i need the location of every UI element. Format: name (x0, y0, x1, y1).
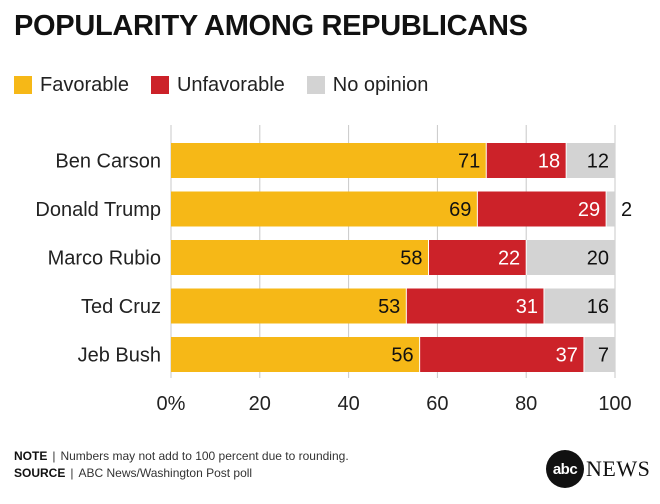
data-label: 37 (556, 345, 578, 367)
data-label: 20 (587, 248, 609, 270)
bar-segment (419, 337, 584, 372)
data-label: 12 (587, 151, 609, 173)
stacked-bar-chart: 0% 20 40 60 80 100 Ben Carson 71 18 12 Donald Trum… (35, 125, 632, 415)
bar-segment (171, 240, 429, 275)
category-label: Marco Rubio (48, 248, 161, 270)
category-label: Jeb Bush (78, 345, 161, 367)
legend-swatch-favorable (14, 76, 32, 94)
legend: Favorable Unfavorable No opinion (14, 72, 450, 98)
bar-segment (406, 288, 544, 324)
bar-segment (171, 191, 478, 227)
category-label: Donald Trump (35, 199, 161, 221)
note-separator: | (52, 449, 56, 463)
bar-segment (566, 143, 615, 178)
x-tick-label: 80 (515, 393, 537, 415)
category-label: Ben Carson (55, 151, 161, 173)
bar-segment (543, 288, 615, 324)
legend-item-no-opinion: No opinion (306, 73, 429, 97)
source-line: SOURCE | ABC News/Washington Post poll (14, 466, 252, 480)
abc-logo-mark: abc (546, 450, 584, 488)
x-tick-label: 20 (249, 393, 271, 415)
category-label: Ted Cruz (81, 296, 161, 318)
bar-segment (428, 240, 527, 275)
data-label: 22 (498, 248, 520, 270)
bar-segment (171, 143, 487, 178)
bar-segment (171, 337, 420, 372)
abc-news-logo: abc NEWS (546, 450, 650, 488)
note-label: NOTE (14, 449, 48, 463)
data-label: 18 (538, 151, 560, 173)
x-tick-label: 40 (337, 393, 359, 415)
data-label: 69 (449, 199, 471, 221)
legend-label-favorable: Favorable (40, 73, 129, 96)
note-line: NOTE | Numbers may not add to 100 percent … (14, 449, 349, 463)
note-text: Numbers may not add to 100 percent due t… (60, 449, 349, 463)
bar-segment (583, 337, 615, 372)
data-label: 16 (587, 296, 609, 318)
x-tick-label: 0% (157, 393, 186, 415)
bar-segment (606, 191, 615, 227)
x-tick-label: 100 (598, 393, 631, 415)
data-label: 31 (516, 296, 538, 318)
bar-segment (477, 191, 607, 227)
bar-segment (486, 143, 567, 178)
bar-segment (526, 240, 615, 275)
logo-news-word: NEWS (586, 456, 651, 481)
legend-swatch-no-opinion (306, 76, 325, 94)
legend-label-unfavorable: Unfavorable (176, 73, 285, 96)
legend-swatch-unfavorable (150, 76, 169, 94)
legend-item-favorable: Favorable (14, 74, 129, 97)
x-tick-label: 60 (426, 393, 448, 415)
data-label: 53 (378, 296, 400, 318)
legend-item-unfavorable: Unfavorable (150, 73, 285, 97)
data-label: 29 (578, 199, 600, 221)
chart-title: POPULARITY AMONG REPUBLICANS (14, 10, 528, 42)
source-text: ABC News/Washington Post poll (78, 466, 253, 480)
bar-segment (171, 288, 407, 324)
source-separator: | (70, 466, 74, 480)
data-label: 2 (621, 199, 632, 221)
source-label: SOURCE (14, 466, 66, 480)
data-label: 58 (400, 248, 422, 270)
legend-label-no-opinion: No opinion (332, 73, 429, 96)
data-label: 71 (458, 151, 480, 173)
data-label: 7 (598, 345, 609, 367)
data-label: 56 (391, 345, 413, 367)
